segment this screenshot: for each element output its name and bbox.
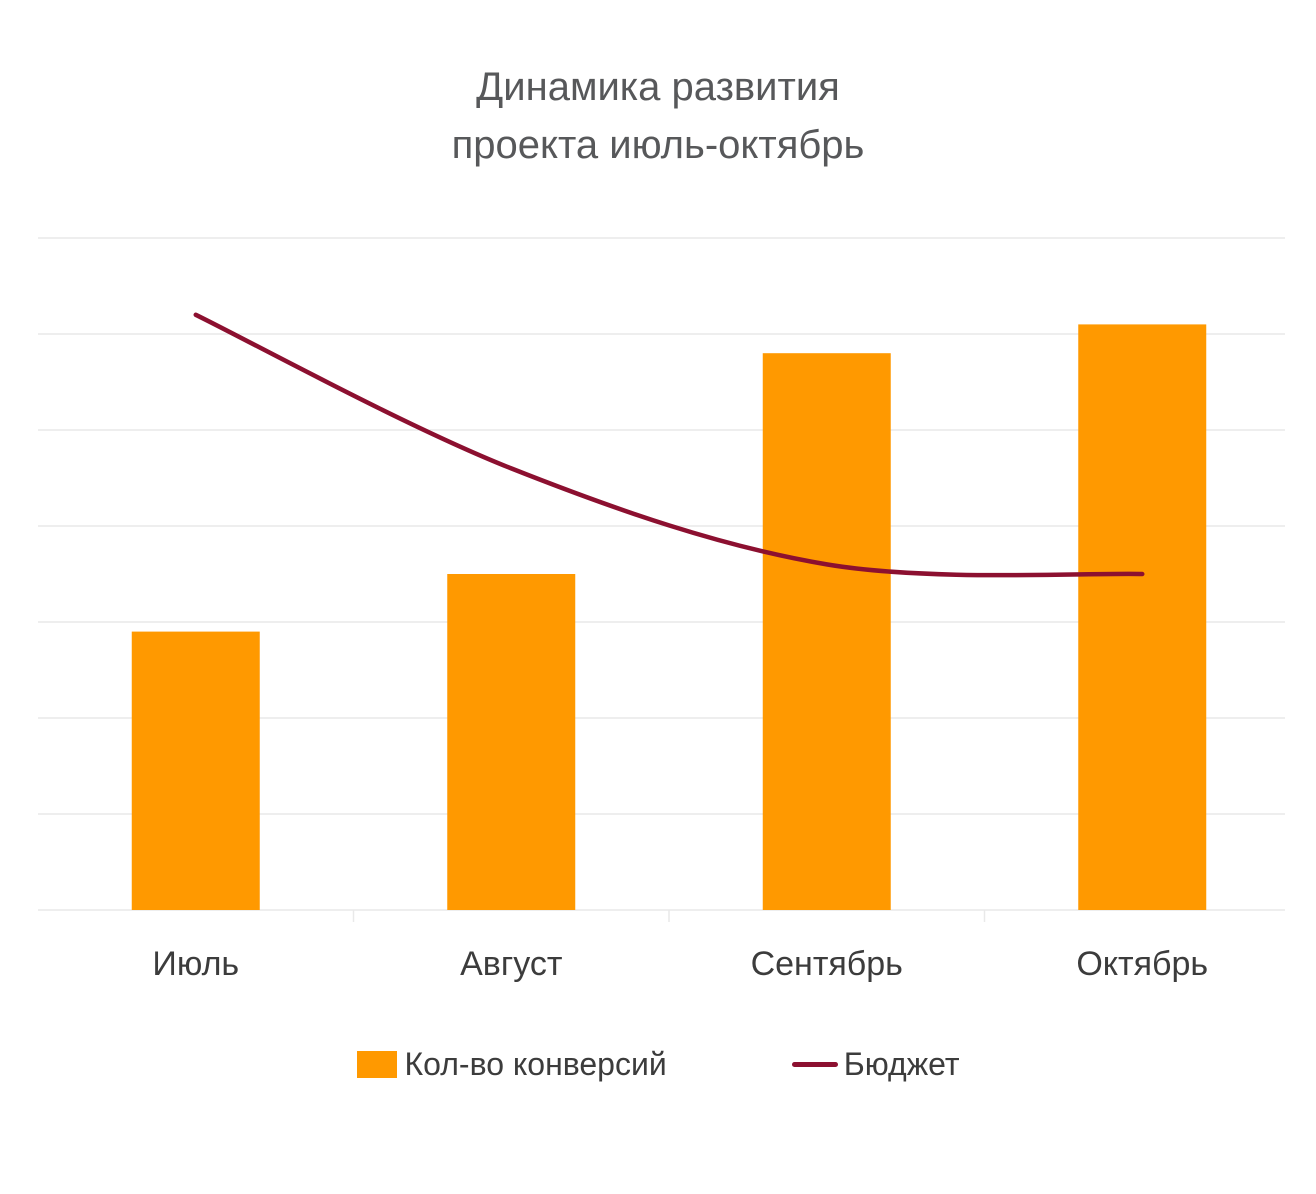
- chart-title: Динамика развития проекта июль-октябрь: [0, 58, 1316, 174]
- x-label-Июль: Июль: [152, 945, 239, 983]
- legend-item-conversions: Кол-во конверсий: [356, 1046, 667, 1083]
- chart-legend: Кол-во конверсий Бюджет: [0, 1046, 1316, 1083]
- chart-title-line2: проекта июль-октябрь: [451, 123, 865, 167]
- legend-label-conversions: Кол-во конверсий: [404, 1046, 667, 1082]
- conversions-swatch-icon: [356, 1051, 397, 1078]
- x-label-Сентябрь: Сентябрь: [751, 945, 903, 983]
- bar-Октябрь: [1078, 324, 1207, 910]
- bar-Июль: [131, 631, 260, 910]
- x-label-Август: Август: [460, 945, 562, 983]
- budget-line: [193, 312, 1145, 578]
- bar-Август: [447, 574, 576, 910]
- legend-label-budget: Бюджет: [843, 1046, 960, 1082]
- bar-Сентябрь: [762, 353, 891, 910]
- budget-line-swatch-icon: [791, 1062, 838, 1067]
- x-label-Октябрь: Октябрь: [1076, 945, 1208, 983]
- legend-item-budget: Бюджет: [791, 1046, 960, 1083]
- chart-title-line1: Динамика развития: [476, 65, 840, 109]
